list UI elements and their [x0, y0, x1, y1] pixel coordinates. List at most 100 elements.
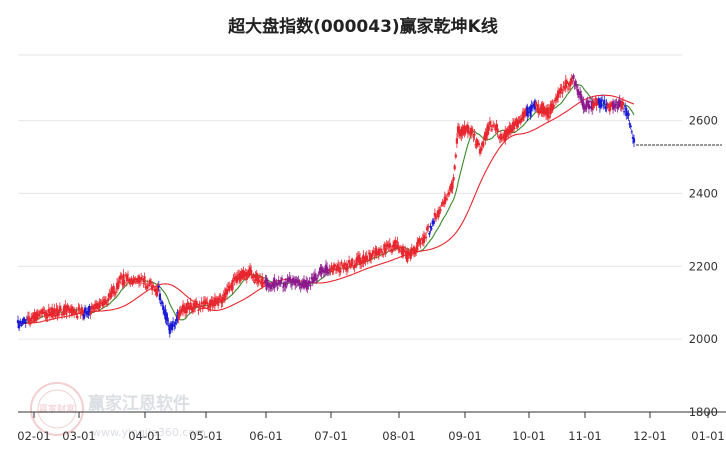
- candle: [89, 309, 92, 319]
- watermark-brand: 赢家江恩软件: [88, 393, 190, 414]
- candle: [123, 279, 126, 287]
- candle: [373, 254, 376, 261]
- candle: [308, 277, 311, 285]
- candle: [438, 206, 441, 217]
- candle: [275, 279, 278, 287]
- candle: [593, 99, 596, 109]
- candle: [258, 273, 262, 283]
- x-tick-label: 05-01: [189, 429, 222, 443]
- candle: [200, 297, 203, 307]
- x-tick-label: 03-01: [62, 429, 95, 443]
- candle: [439, 206, 442, 214]
- candle: [126, 270, 130, 279]
- candle: [425, 232, 428, 242]
- candle: [570, 73, 573, 86]
- candle: [56, 305, 59, 321]
- candle: [30, 313, 33, 325]
- candle: [542, 102, 545, 118]
- candle: [146, 279, 149, 290]
- candle: [355, 253, 358, 269]
- candle: [119, 272, 122, 285]
- candle: [416, 237, 419, 253]
- candle: [432, 217, 435, 227]
- candle: [491, 124, 494, 132]
- x-tick-label: 04-01: [128, 429, 161, 443]
- candle: [572, 73, 575, 82]
- x-tick-label: 10-01: [512, 429, 545, 443]
- candle: [624, 102, 627, 109]
- candle: [24, 319, 27, 328]
- candle: [454, 152, 457, 160]
- watermark-seal-text: 赢家财富: [39, 403, 75, 415]
- candle: [492, 120, 495, 129]
- candle: [428, 230, 431, 238]
- candle: [134, 276, 137, 285]
- candle: [285, 281, 288, 289]
- candle: [348, 255, 351, 265]
- candle: [632, 134, 636, 148]
- candle: [595, 97, 598, 111]
- candle: [388, 238, 391, 252]
- candle: [557, 87, 560, 103]
- candle: [214, 295, 218, 307]
- candle: [157, 281, 160, 291]
- candle: [430, 225, 433, 231]
- x-tick-label: 02-01: [17, 429, 50, 443]
- candle: [98, 298, 101, 312]
- candle: [151, 281, 154, 295]
- candle: [59, 305, 62, 313]
- candle: [152, 282, 155, 289]
- candle: [353, 260, 356, 273]
- candle: [186, 299, 189, 314]
- candle: [141, 274, 144, 283]
- ma-line-long: [17, 94, 635, 325]
- candle: [574, 78, 577, 90]
- candle: [178, 306, 181, 321]
- candle: [513, 118, 516, 134]
- watermark-seal: 赢家财富: [30, 382, 84, 436]
- candle: [133, 276, 136, 284]
- candle: [382, 251, 385, 258]
- candle: [196, 300, 199, 309]
- candle: [70, 304, 73, 318]
- candle: [41, 307, 44, 318]
- candle: [422, 230, 425, 247]
- candle: [426, 224, 429, 233]
- candle: [629, 123, 632, 130]
- candle: [108, 289, 111, 300]
- candle: [466, 121, 469, 139]
- candle: [552, 100, 555, 110]
- candle: [477, 139, 480, 148]
- candle: [588, 96, 592, 104]
- candle: [614, 99, 617, 112]
- candle: [418, 235, 421, 247]
- y-tick-label: 2400: [689, 186, 718, 200]
- candle: [488, 116, 491, 128]
- candle: [113, 290, 116, 299]
- candle: [615, 98, 618, 107]
- candle: [317, 271, 320, 278]
- x-tick-label: 07-01: [314, 429, 347, 443]
- candle: [284, 277, 287, 292]
- moving-averages: [17, 84, 635, 325]
- x-tick-label: 01-01: [691, 429, 724, 443]
- candle: [566, 85, 570, 93]
- candle: [276, 282, 279, 291]
- candle: [630, 129, 633, 135]
- candle: [57, 310, 60, 317]
- candle: [203, 296, 207, 310]
- candle: [19, 318, 22, 326]
- candle: [519, 114, 522, 126]
- candle: [398, 248, 401, 254]
- candle: [599, 96, 603, 110]
- y-tick-label: 2200: [689, 259, 718, 273]
- candle: [122, 269, 125, 288]
- candle: [537, 99, 540, 118]
- candle: [582, 96, 585, 114]
- ma-line-short: [17, 84, 635, 325]
- candle: [603, 95, 606, 108]
- candle: [531, 102, 534, 112]
- candle: [33, 308, 36, 324]
- candle: [229, 283, 232, 290]
- candle: [54, 311, 57, 319]
